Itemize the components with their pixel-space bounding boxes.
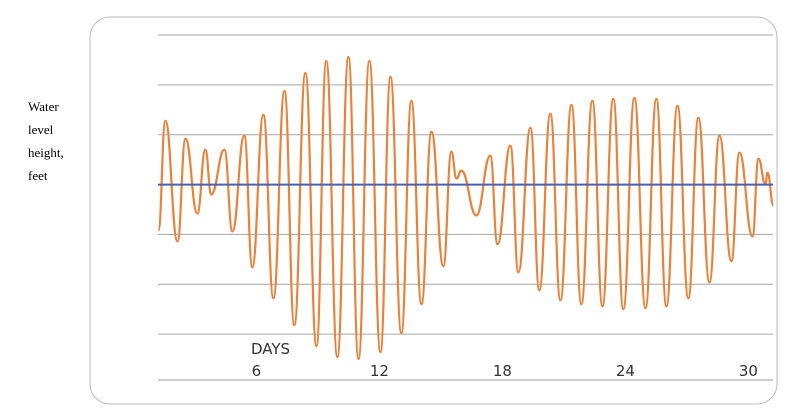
x-tick-label: 30 bbox=[739, 362, 758, 380]
x-tick-label: 18 bbox=[493, 362, 512, 380]
water-level-line bbox=[157, 55, 775, 361]
x-tick-label: 24 bbox=[616, 362, 635, 380]
x-tick-label: 12 bbox=[370, 362, 389, 380]
x-axis-label: DAYS bbox=[251, 340, 290, 358]
y-axis-label: Water level height, feet bbox=[28, 99, 64, 183]
x-tick-label: 6 bbox=[252, 362, 262, 380]
chart-frame bbox=[89, 16, 778, 405]
